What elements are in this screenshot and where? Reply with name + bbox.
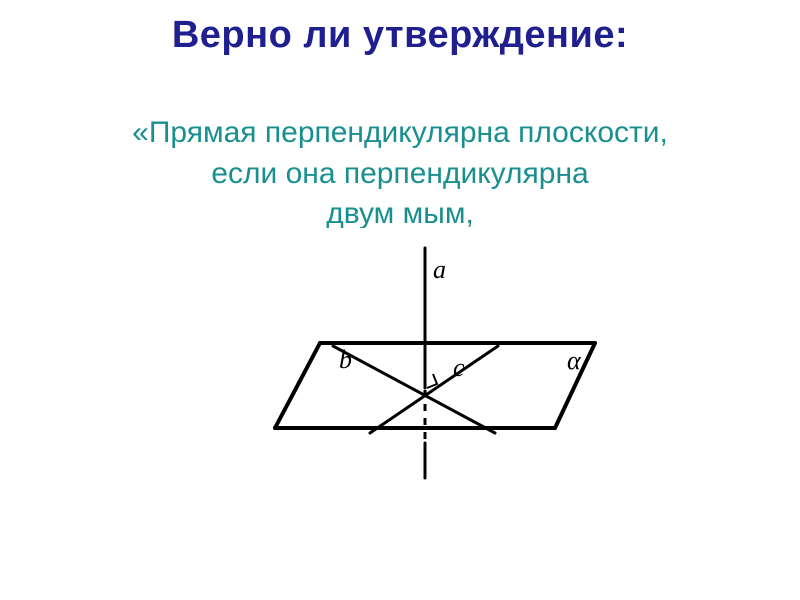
body-line-2: если она перпендикулярна xyxy=(0,154,800,195)
body-line-1: «Прямая перпендикулярна плоскости, xyxy=(0,113,800,154)
svg-text:c: c xyxy=(453,353,465,382)
svg-text:a: a xyxy=(433,255,446,284)
diagram-wrap: a b c α xyxy=(0,228,800,558)
svg-text:α: α xyxy=(567,346,582,375)
slide-title: Верно ли утверждение: xyxy=(0,0,800,57)
perpendicular-diagram: a b c α xyxy=(195,228,605,518)
diagram-bg: a b c α xyxy=(195,228,605,518)
slide: Верно ли утверждение: «Прямая перпендику… xyxy=(0,0,800,600)
svg-text:b: b xyxy=(339,345,352,374)
